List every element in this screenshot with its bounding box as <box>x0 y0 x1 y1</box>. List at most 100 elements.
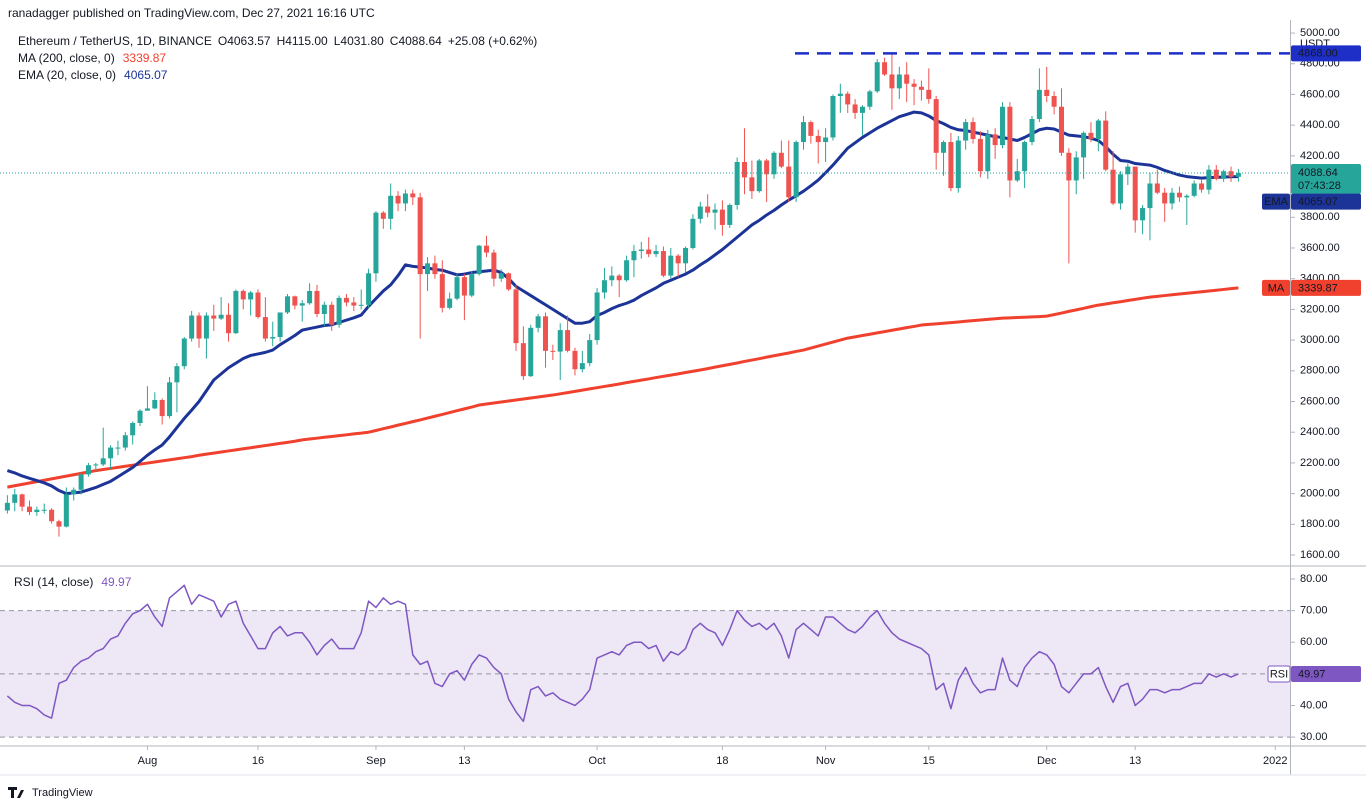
candle-body <box>1036 89 1042 120</box>
candle-body <box>417 197 423 275</box>
bar-countdown: 07:43:28 <box>1298 180 1341 192</box>
candle-body <box>336 297 342 325</box>
candle-body <box>1125 166 1131 175</box>
candle-body <box>498 273 504 279</box>
candle-body <box>557 330 563 352</box>
candle-body <box>815 135 821 143</box>
candle-body <box>1184 195 1190 198</box>
candle-body <box>1066 152 1072 181</box>
y-tick-label: 3800.00 <box>1300 211 1340 223</box>
candle-body <box>262 317 268 339</box>
candle-body <box>1103 120 1109 170</box>
candle-body <box>19 494 25 507</box>
candle-body <box>189 315 195 339</box>
tag-name-box <box>1262 193 1290 210</box>
ema-legend: EMA (20, close, 0) 4065.07 <box>18 68 168 82</box>
candle-body <box>955 140 961 189</box>
candle-body <box>351 302 357 306</box>
candle-body <box>749 177 755 192</box>
candle-body <box>572 350 578 370</box>
candle-body <box>144 408 150 411</box>
price-tag-box <box>1291 665 1361 682</box>
candle-body <box>461 277 467 296</box>
candle-body <box>756 160 762 192</box>
candle-body <box>410 193 416 198</box>
candle-body <box>270 337 276 339</box>
candle-body <box>653 251 659 255</box>
candle-body <box>299 303 305 306</box>
candle-body <box>307 290 313 304</box>
y-tick-label: 2000.00 <box>1300 488 1340 500</box>
candle-body <box>343 297 349 303</box>
indicator-line <box>7 286 1239 489</box>
y-tick-label: 2600.00 <box>1300 395 1340 407</box>
candle-body <box>454 277 460 299</box>
candle-body <box>167 382 173 417</box>
candle-body <box>742 162 748 178</box>
y-tick-label: 4200.00 <box>1300 150 1340 162</box>
candle-body <box>1051 95 1057 107</box>
candle-body <box>1044 89 1050 96</box>
candle-body <box>447 298 453 308</box>
y-tick-label: 30.00 <box>1300 731 1328 743</box>
candle-body <box>727 204 733 225</box>
candle-body <box>491 252 497 279</box>
y-tick-label: 5000.00 <box>1300 27 1340 39</box>
price-tag-box <box>1291 193 1361 210</box>
candle-body <box>122 435 128 448</box>
candle-body <box>93 464 99 466</box>
candle-body <box>1117 174 1123 204</box>
candle-body <box>660 251 666 276</box>
close-label: C4088.64 <box>390 34 442 48</box>
candle-body <box>395 195 401 204</box>
candle-body <box>432 263 438 275</box>
tag-name: RSI <box>1270 668 1288 680</box>
candle-body <box>41 509 47 511</box>
candle-body <box>402 193 408 204</box>
symbol-legend: Ethereum / TetherUS, 1D, BINANCE O4063.57… <box>18 34 537 48</box>
candle-body <box>1110 169 1116 204</box>
candle-body <box>601 280 607 293</box>
candle-body <box>918 86 924 90</box>
candle-body <box>764 160 770 175</box>
candle-body <box>314 290 320 314</box>
candle-body <box>712 209 718 213</box>
candle-body <box>963 122 969 141</box>
x-tick-label: 2022 <box>1263 755 1287 767</box>
candle-body <box>638 249 644 252</box>
candle-body <box>705 206 711 213</box>
x-tick-label: 18 <box>716 755 728 767</box>
candle-body <box>1235 172 1241 177</box>
candle-body <box>1176 192 1182 198</box>
y-tick-label: 2800.00 <box>1300 365 1340 377</box>
y-tick-label: 3600.00 <box>1300 242 1340 254</box>
brand-icon <box>8 787 24 798</box>
candle-body <box>926 89 932 100</box>
candle-body <box>71 489 77 495</box>
candle-body <box>1162 192 1168 204</box>
candle-body <box>1095 120 1101 139</box>
candle-body <box>388 195 394 219</box>
candle-body <box>1029 119 1035 143</box>
y-tick-label: 3200.00 <box>1300 303 1340 315</box>
candle-body <box>218 314 224 319</box>
candle-body <box>911 83 917 87</box>
x-tick-label: Nov <box>816 755 836 767</box>
candle-body <box>948 142 954 189</box>
x-tick-label: 13 <box>1129 755 1141 767</box>
y-tick-label: 40.00 <box>1300 699 1328 711</box>
rsi-legend: RSI (14, close) 49.97 <box>14 575 132 589</box>
candle-body <box>159 399 165 417</box>
low-label: L4031.80 <box>334 34 384 48</box>
candle-body <box>1154 183 1160 193</box>
candle-body <box>506 273 512 290</box>
candle-body <box>631 251 637 261</box>
candle-body <box>646 249 652 255</box>
published-note: ranadagger published on TradingView.com,… <box>8 6 375 20</box>
candle-body <box>528 327 534 377</box>
candle-body <box>1221 171 1227 179</box>
candle-body <box>358 304 364 306</box>
candle-body <box>4 502 10 511</box>
candle-body <box>484 245 490 253</box>
